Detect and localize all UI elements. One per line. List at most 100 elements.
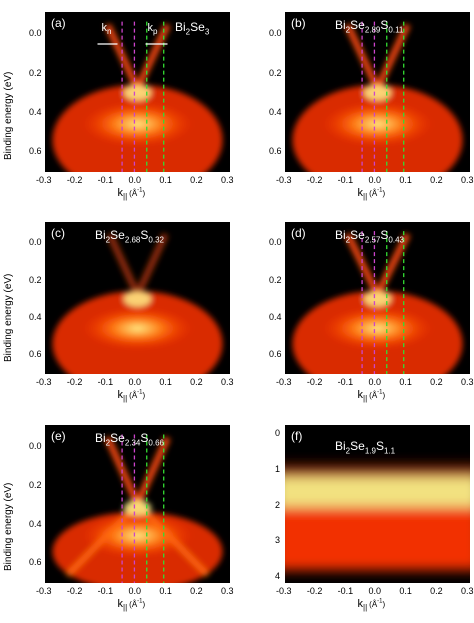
kp-main: k bbox=[147, 22, 154, 34]
x-tick-label: 0.2 bbox=[190, 377, 203, 387]
x-axis-label: k|| (Å-1) bbox=[358, 389, 386, 403]
y-tick-label: 0.6 bbox=[29, 349, 42, 359]
x-tick-label: -0.3 bbox=[36, 586, 52, 596]
formula-text: S bbox=[380, 18, 389, 32]
x-tick-label: -0.3 bbox=[36, 175, 52, 185]
formula-subscript: 2.57 bbox=[364, 235, 381, 245]
y-axis-label: Binding energy (eV) bbox=[3, 71, 14, 160]
x-label-parallel: || bbox=[123, 394, 128, 404]
x-label-k: k bbox=[117, 187, 124, 199]
x-label-unit: (Å bbox=[369, 189, 378, 198]
y-tick-label: 3 bbox=[275, 535, 281, 546]
x-label-exponent: -1 bbox=[377, 598, 383, 605]
spectrum-image bbox=[292, 21, 463, 172]
compound-formula: Bi2Se2.68S0.32 bbox=[95, 228, 164, 244]
x-tick-label: 0.0 bbox=[368, 586, 382, 596]
spectrum-image bbox=[52, 434, 223, 583]
x-tick-label: -0.1 bbox=[337, 175, 354, 185]
y-axis-label: Binding energy (eV) bbox=[3, 482, 14, 571]
formula-subscript: 2.68 bbox=[124, 235, 141, 245]
formula-text: Se bbox=[350, 439, 365, 453]
spectrum-image bbox=[292, 231, 463, 374]
compound-formula: Bi2Se2.89S0.11 bbox=[335, 18, 403, 34]
formula-subscript: 2.34 bbox=[124, 438, 141, 448]
formula-subscript: 1.1 bbox=[383, 446, 396, 456]
y-axis-label: Binding energy (eV) bbox=[3, 273, 14, 362]
formula-text: S bbox=[380, 228, 389, 242]
panel-tag: (b) bbox=[291, 16, 306, 30]
compound-formula: Bi2Se2.57S0.43 bbox=[335, 228, 404, 244]
x-label-unit: (Å bbox=[129, 391, 138, 400]
x-tick-label: 0.0 bbox=[128, 175, 142, 185]
y-tick-label: 0.0 bbox=[29, 237, 42, 248]
y-tick-label: 0.2 bbox=[29, 479, 42, 490]
x-axis-label: k|| (Å-1) bbox=[358, 598, 386, 612]
x-label-exponent: -1 bbox=[137, 187, 143, 194]
x-label-k: k bbox=[117, 389, 124, 401]
x-tick-label: 0.1 bbox=[399, 175, 412, 185]
formula-subscript: 2 bbox=[345, 25, 351, 35]
x-axis-label: k|| (Å-1) bbox=[118, 187, 146, 201]
y-tick-label: 0.6 bbox=[29, 146, 42, 156]
x-label-exponent: -1 bbox=[377, 187, 383, 194]
x-tick-label: -0.3 bbox=[276, 377, 292, 387]
formula-text: Bi bbox=[95, 431, 106, 445]
x-label-parallel: || bbox=[123, 603, 128, 613]
formula-subscript: 2 bbox=[345, 235, 351, 245]
y-tick-label: 0.4 bbox=[269, 106, 282, 117]
x-axis-label: k|| (Å-1) bbox=[118, 598, 146, 612]
spectrum-image bbox=[285, 464, 470, 571]
x-tick-label: 0.1 bbox=[159, 175, 172, 185]
formula-text: Bi bbox=[175, 20, 186, 34]
x-label-close: ) bbox=[382, 600, 386, 609]
formula-text: Bi bbox=[335, 439, 346, 453]
formula-text: Se bbox=[110, 431, 125, 445]
formula-subscript: 2.89 bbox=[364, 25, 381, 35]
spectrum-image bbox=[52, 232, 223, 374]
x-tick-label: 0.0 bbox=[368, 175, 382, 185]
y-tick-label: 0.2 bbox=[29, 67, 42, 78]
x-tick-label: -0.3 bbox=[276, 586, 292, 596]
x-label-exponent: -1 bbox=[137, 389, 143, 396]
y-tick-label: 0.0 bbox=[29, 441, 42, 452]
x-tick-label: 0.0 bbox=[128, 586, 142, 596]
formula-text: Se bbox=[110, 228, 125, 242]
y-tick-label: 0.4 bbox=[29, 106, 42, 117]
kp-sub: p bbox=[153, 27, 158, 37]
x-tick-label: -0.1 bbox=[97, 377, 114, 387]
x-label-unit: (Å bbox=[129, 189, 138, 198]
x-tick-label: 0.1 bbox=[399, 586, 412, 596]
x-tick-label: 0.1 bbox=[399, 377, 412, 387]
x-tick-label: -0.3 bbox=[36, 377, 52, 387]
x-label-parallel: || bbox=[363, 192, 368, 202]
x-axis-label: k|| (Å-1) bbox=[118, 389, 146, 403]
arpes-plot: (e) Bi2Se2.34S0.66 bbox=[45, 425, 230, 583]
arpes-plot: (b) Bi2Se2.89S0.11 bbox=[285, 12, 470, 172]
kn-label: kn bbox=[102, 22, 112, 36]
formula-subscript: 1.9 bbox=[364, 446, 376, 456]
arpes-plot: kn kp (a) Bi2Se3 bbox=[45, 12, 230, 172]
y-tick-label: 1 bbox=[275, 464, 281, 475]
x-label-k: k bbox=[357, 187, 364, 199]
y-tick-label: 0.0 bbox=[29, 28, 42, 39]
panel-tag: (c) bbox=[51, 226, 65, 240]
x-tick-label: 0.3 bbox=[461, 586, 474, 596]
x-tick-label: -0.1 bbox=[337, 377, 354, 387]
x-tick-label: -0.1 bbox=[337, 586, 354, 596]
x-label-exponent: -1 bbox=[377, 389, 383, 396]
y-tick-label: 0.4 bbox=[29, 518, 42, 529]
x-tick-label: 0.2 bbox=[430, 175, 443, 185]
kp-label: kp bbox=[148, 22, 158, 36]
x-label-close: ) bbox=[382, 391, 386, 400]
y-tick-label: 0.6 bbox=[269, 349, 282, 359]
x-tick-label: 0.3 bbox=[461, 175, 474, 185]
arpes-plot: (d) Bi2Se2.57S0.43 bbox=[285, 222, 470, 374]
x-label-k: k bbox=[357, 389, 364, 401]
formula-text: S bbox=[140, 431, 149, 445]
formula-text: Se bbox=[350, 228, 365, 242]
x-tick-label: 0.1 bbox=[159, 377, 172, 387]
x-tick-label: 0.3 bbox=[221, 175, 234, 185]
y-tick-label: 0 bbox=[275, 428, 281, 439]
x-axis-label: k|| (Å-1) bbox=[358, 187, 386, 201]
y-tick-label: 2 bbox=[275, 499, 281, 510]
